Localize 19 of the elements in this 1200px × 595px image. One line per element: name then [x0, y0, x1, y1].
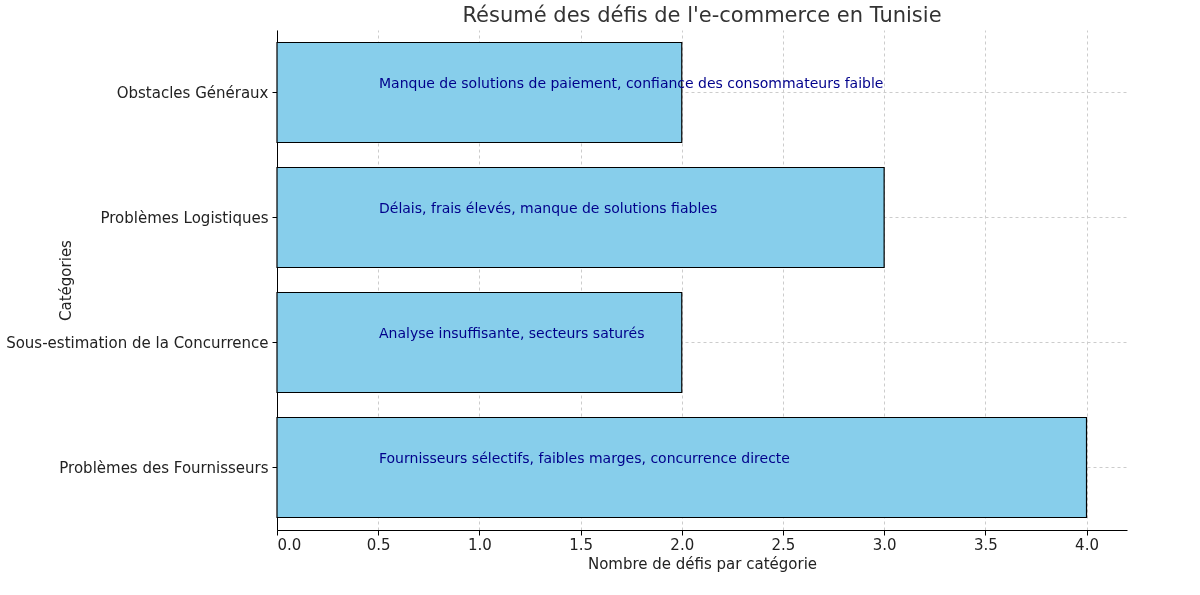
x-tick-label: 3.5: [973, 535, 998, 554]
x-tick-label: 4.0: [1075, 535, 1099, 554]
y-axis-title: Catégories: [56, 239, 75, 321]
y-tick-label: Problèmes Logistiques: [100, 208, 269, 227]
y-tick-label: Obstacles Généraux: [116, 83, 269, 102]
x-tick-label: 1.0: [467, 535, 492, 554]
x-axis-title: Nombre de défis par catégorie: [587, 554, 818, 573]
annotation: Délais, frais élevés, manque de solutions fiables: [379, 199, 718, 216]
x-tick-label: 3.0: [872, 535, 897, 554]
x-tick-label: 1.5: [569, 535, 593, 554]
y-tick-label: Problèmes des Fournisseurs: [59, 458, 269, 477]
annotation: Fournisseurs sélectifs, faibles marges, concurrence directe: [379, 449, 790, 466]
annotation: Analyse insuffisante, secteurs saturés: [379, 324, 645, 341]
chart-title: Résumé des défis de l'e-commerce en Tunisie: [462, 3, 942, 27]
x-tick-label: 2.0: [670, 535, 695, 554]
x-tick-label: 2.5: [771, 535, 796, 554]
y-tick-label: Sous-estimation de la Concurrence: [6, 333, 269, 352]
x-tick-label: 0.5: [366, 535, 391, 554]
x-tick-label: 0.0: [277, 535, 302, 554]
